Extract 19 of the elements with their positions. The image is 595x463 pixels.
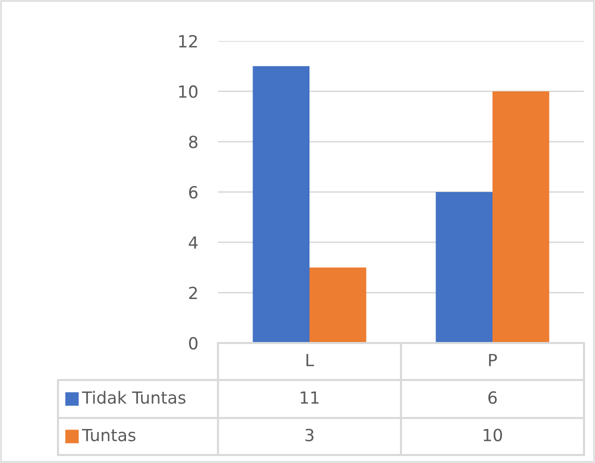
x-tick-label: P	[489, 354, 497, 366]
data-label: 11	[300, 391, 319, 404]
data-label: 10	[484, 428, 502, 442]
bar	[492, 91, 550, 343]
bar	[310, 268, 366, 343]
y-tick-label: 2	[189, 286, 197, 299]
y-tick-label: 10	[179, 85, 198, 98]
y-tick-label: 12	[179, 34, 197, 48]
y-tick-label: 8	[189, 136, 198, 148]
bar	[436, 192, 492, 343]
data-label: 6	[488, 391, 497, 404]
x-tick-label: L	[306, 354, 314, 366]
data-label: 3	[305, 428, 314, 442]
bar	[252, 66, 310, 343]
y-tick-label: 0	[189, 336, 198, 350]
legend-label: Tidak Tuntas	[82, 390, 186, 404]
y-tick-label: 6	[189, 186, 198, 199]
legend-label: Tuntas	[82, 428, 136, 442]
y-tick-label: 4	[188, 236, 198, 249]
